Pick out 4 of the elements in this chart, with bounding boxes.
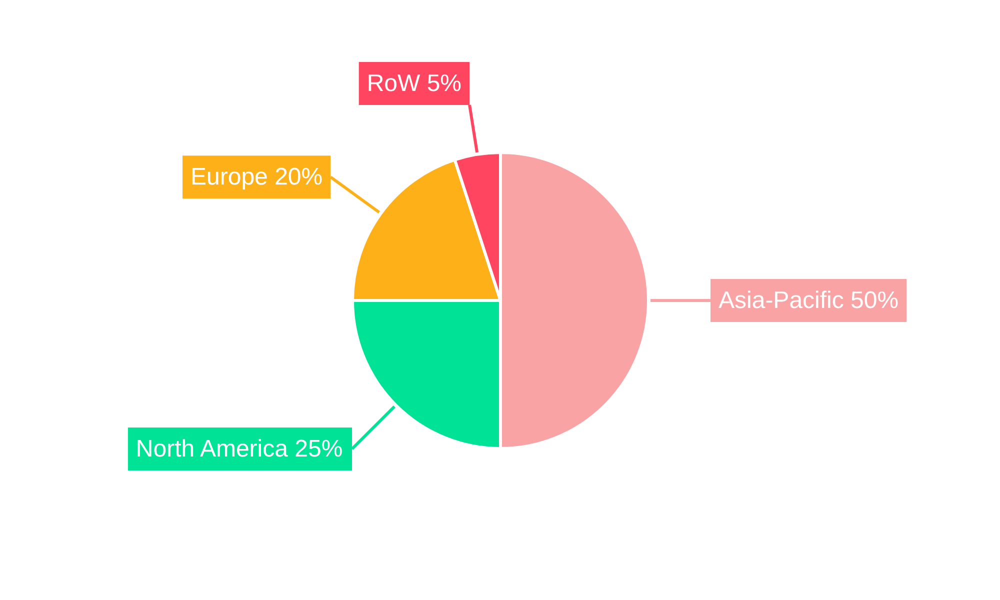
slice-label: Europe 20% bbox=[190, 164, 323, 191]
slice-label: Asia-Pacific 50% bbox=[718, 287, 899, 314]
slice-label: North America 25% bbox=[136, 435, 343, 462]
slice-label: RoW 5% bbox=[366, 70, 462, 97]
